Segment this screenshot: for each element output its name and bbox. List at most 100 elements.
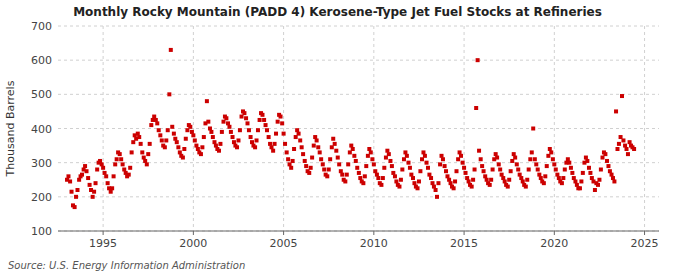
point <box>375 173 379 177</box>
point <box>628 140 632 144</box>
y-tick-label: 400 <box>31 123 52 136</box>
point <box>417 179 421 183</box>
point <box>118 152 122 156</box>
point <box>94 181 98 185</box>
point <box>182 147 186 151</box>
point <box>483 174 487 178</box>
point <box>590 176 594 180</box>
point <box>521 179 525 183</box>
point <box>612 179 616 183</box>
point <box>172 132 176 136</box>
point <box>309 166 313 170</box>
point <box>572 176 576 180</box>
point <box>164 138 168 142</box>
point <box>455 169 459 173</box>
point <box>416 186 420 190</box>
x-grid-line <box>193 26 194 231</box>
point <box>587 166 591 170</box>
point <box>303 159 307 163</box>
point <box>327 168 331 172</box>
x-tick-label: 1995 <box>89 237 117 250</box>
point <box>173 137 177 141</box>
point <box>444 169 448 173</box>
point <box>501 176 505 180</box>
point <box>418 169 422 173</box>
point <box>485 178 489 182</box>
source-note: Source: U.S. Energy Information Administ… <box>8 260 245 271</box>
point <box>224 116 228 120</box>
x-grid-line <box>644 26 645 231</box>
point <box>242 111 246 115</box>
point <box>328 157 332 161</box>
x-grid-line <box>554 26 555 231</box>
point <box>449 181 453 185</box>
point <box>249 135 253 139</box>
point <box>366 154 370 158</box>
point <box>372 162 376 166</box>
point <box>122 168 126 172</box>
point <box>536 168 540 172</box>
point <box>280 121 284 125</box>
point <box>459 154 463 158</box>
point <box>399 178 403 182</box>
y-tick-label: 500 <box>31 88 52 101</box>
point <box>316 145 320 149</box>
y-tick-label: 300 <box>31 157 52 170</box>
x-tick-label: 2015 <box>450 237 478 250</box>
point <box>436 181 440 185</box>
point <box>512 152 516 156</box>
point <box>170 125 174 129</box>
point <box>411 176 415 180</box>
point <box>387 152 391 156</box>
point <box>373 169 377 173</box>
point <box>363 174 367 178</box>
point <box>340 173 344 177</box>
point <box>440 154 444 158</box>
point <box>267 135 271 139</box>
point <box>80 173 84 177</box>
point <box>406 161 410 165</box>
point <box>438 162 442 166</box>
point <box>443 164 447 168</box>
point <box>167 92 171 96</box>
point <box>351 147 355 151</box>
point <box>146 152 150 156</box>
point <box>178 150 182 154</box>
x-grid-line <box>464 26 465 231</box>
point <box>196 147 200 151</box>
point <box>525 178 529 182</box>
y-grid-line <box>58 26 659 27</box>
point <box>599 168 603 172</box>
point <box>236 138 240 142</box>
point <box>85 169 89 173</box>
point <box>367 147 371 151</box>
point <box>199 152 203 156</box>
point <box>476 58 480 62</box>
point <box>163 145 167 149</box>
point <box>605 159 609 163</box>
point <box>104 174 108 178</box>
point <box>247 128 251 132</box>
point <box>155 121 159 125</box>
point <box>337 162 341 166</box>
point <box>113 162 117 166</box>
point <box>209 130 213 134</box>
point <box>262 118 266 122</box>
point <box>260 113 264 117</box>
point <box>140 150 144 154</box>
point <box>231 135 235 139</box>
point <box>548 147 552 151</box>
point <box>552 162 556 166</box>
point <box>610 173 614 177</box>
point <box>397 185 401 189</box>
point <box>474 106 478 110</box>
point <box>101 166 105 170</box>
point <box>575 183 579 187</box>
point <box>480 164 484 168</box>
point <box>543 174 547 178</box>
point <box>222 120 226 124</box>
point <box>77 178 81 182</box>
point <box>510 159 514 163</box>
x-grid-line <box>103 26 104 231</box>
point <box>268 142 272 146</box>
